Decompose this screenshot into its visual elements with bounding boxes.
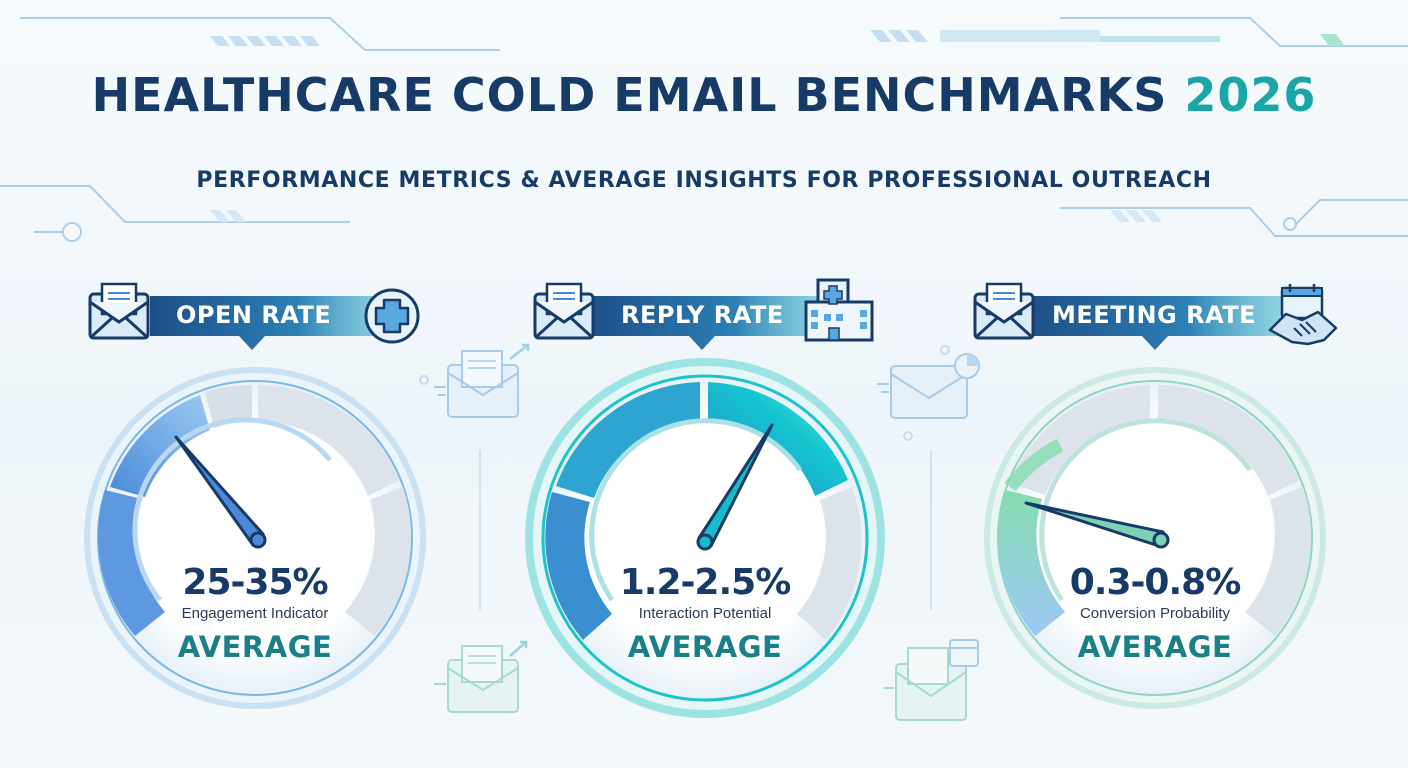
gauge-segment-4 bbox=[258, 385, 400, 496]
page-title: HEALTHCARE COLD EMAIL BENCHMARKS 2026 bbox=[92, 68, 1317, 122]
email-chart-icon bbox=[877, 353, 980, 419]
envelope-icon bbox=[88, 282, 150, 340]
gauge-segment-1 bbox=[998, 490, 1065, 636]
metric-caption: Interaction Potential bbox=[638, 605, 772, 622]
reply-rate-label: REPLY RATE bbox=[621, 301, 784, 329]
email-calendar-icon bbox=[884, 639, 979, 721]
title-year: 2026 bbox=[1184, 68, 1317, 122]
gauge-segment-3 bbox=[708, 382, 848, 496]
metric-value: 1.2-2.5% bbox=[619, 562, 792, 603]
metric-value: 0.3-0.8% bbox=[1069, 562, 1242, 603]
metric-average-label: AVERAGE bbox=[1077, 630, 1233, 664]
meeting-rate-readout: 0.3-0.8% Conversion Probability AVERAGE bbox=[1035, 562, 1275, 664]
gauge-segment-1 bbox=[545, 492, 612, 640]
gauge-segment-1 bbox=[98, 490, 165, 636]
header: HEALTHCARE COLD EMAIL BENCHMARKS 2026 bbox=[0, 68, 1408, 122]
envelope-icon bbox=[973, 282, 1035, 340]
gauge-segment-4 bbox=[1245, 487, 1312, 636]
gauge-segment-3 bbox=[1158, 385, 1300, 496]
gauge-segment-2 bbox=[1010, 385, 1150, 495]
reply-rate-banner bbox=[590, 296, 830, 350]
gauge-inner-arc bbox=[589, 418, 803, 602]
email-send-icon bbox=[434, 343, 530, 418]
email-send-icon bbox=[434, 640, 528, 713]
page-subtitle: PERFORMANCE METRICS & AVERAGE INSIGHTS F… bbox=[196, 168, 1212, 193]
open-rate-gauge bbox=[84, 367, 426, 709]
open-rate-label: OPEN RATE bbox=[176, 301, 332, 329]
open-rate-banner bbox=[150, 296, 395, 350]
gauge-segment-2 bbox=[110, 395, 210, 497]
dividers bbox=[479, 450, 932, 610]
gauge-segment-5 bbox=[345, 487, 412, 636]
circuit-lines-left bbox=[0, 17, 500, 242]
meeting-rate-gauge bbox=[984, 367, 1326, 709]
gauge-inner-arc bbox=[1039, 418, 1253, 602]
title-main: HEALTHCARE COLD EMAIL BENCHMARKS bbox=[91, 68, 1168, 122]
meeting-rate-banner bbox=[1030, 296, 1290, 350]
gauge-segment-2 bbox=[556, 382, 700, 498]
subtitle-row: PERFORMANCE METRICS & AVERAGE INSIGHTS F… bbox=[0, 168, 1408, 193]
gauge-segment-3 bbox=[205, 384, 252, 428]
metric-caption: Engagement Indicator bbox=[181, 605, 329, 622]
hospital-icon bbox=[804, 278, 874, 342]
stripes-top-left bbox=[210, 36, 320, 46]
decor-circles bbox=[419, 345, 950, 441]
meeting-rate-label: MEETING RATE bbox=[1052, 301, 1257, 329]
gauge-segment-4 bbox=[797, 487, 862, 640]
circuit-lines-right bbox=[1060, 17, 1408, 237]
metric-caption: Conversion Probability bbox=[1079, 605, 1231, 622]
open-rate-readout: 25-35% Engagement Indicator AVERAGE bbox=[135, 562, 375, 664]
stripes-mid bbox=[210, 210, 1162, 222]
medical-cross-icon bbox=[364, 288, 420, 344]
stripes-top-right bbox=[870, 30, 1345, 46]
metric-average-label: AVERAGE bbox=[177, 630, 333, 664]
metric-average-label: AVERAGE bbox=[627, 630, 783, 664]
handshake-calendar-icon bbox=[1268, 284, 1338, 346]
reply-rate-readout: 1.2-2.5% Interaction Potential AVERAGE bbox=[585, 562, 825, 664]
envelope-icon bbox=[533, 282, 595, 340]
reply-rate-gauge bbox=[525, 358, 885, 718]
metric-value: 25-35% bbox=[182, 562, 328, 603]
gauge-inner-arc bbox=[132, 417, 332, 602]
